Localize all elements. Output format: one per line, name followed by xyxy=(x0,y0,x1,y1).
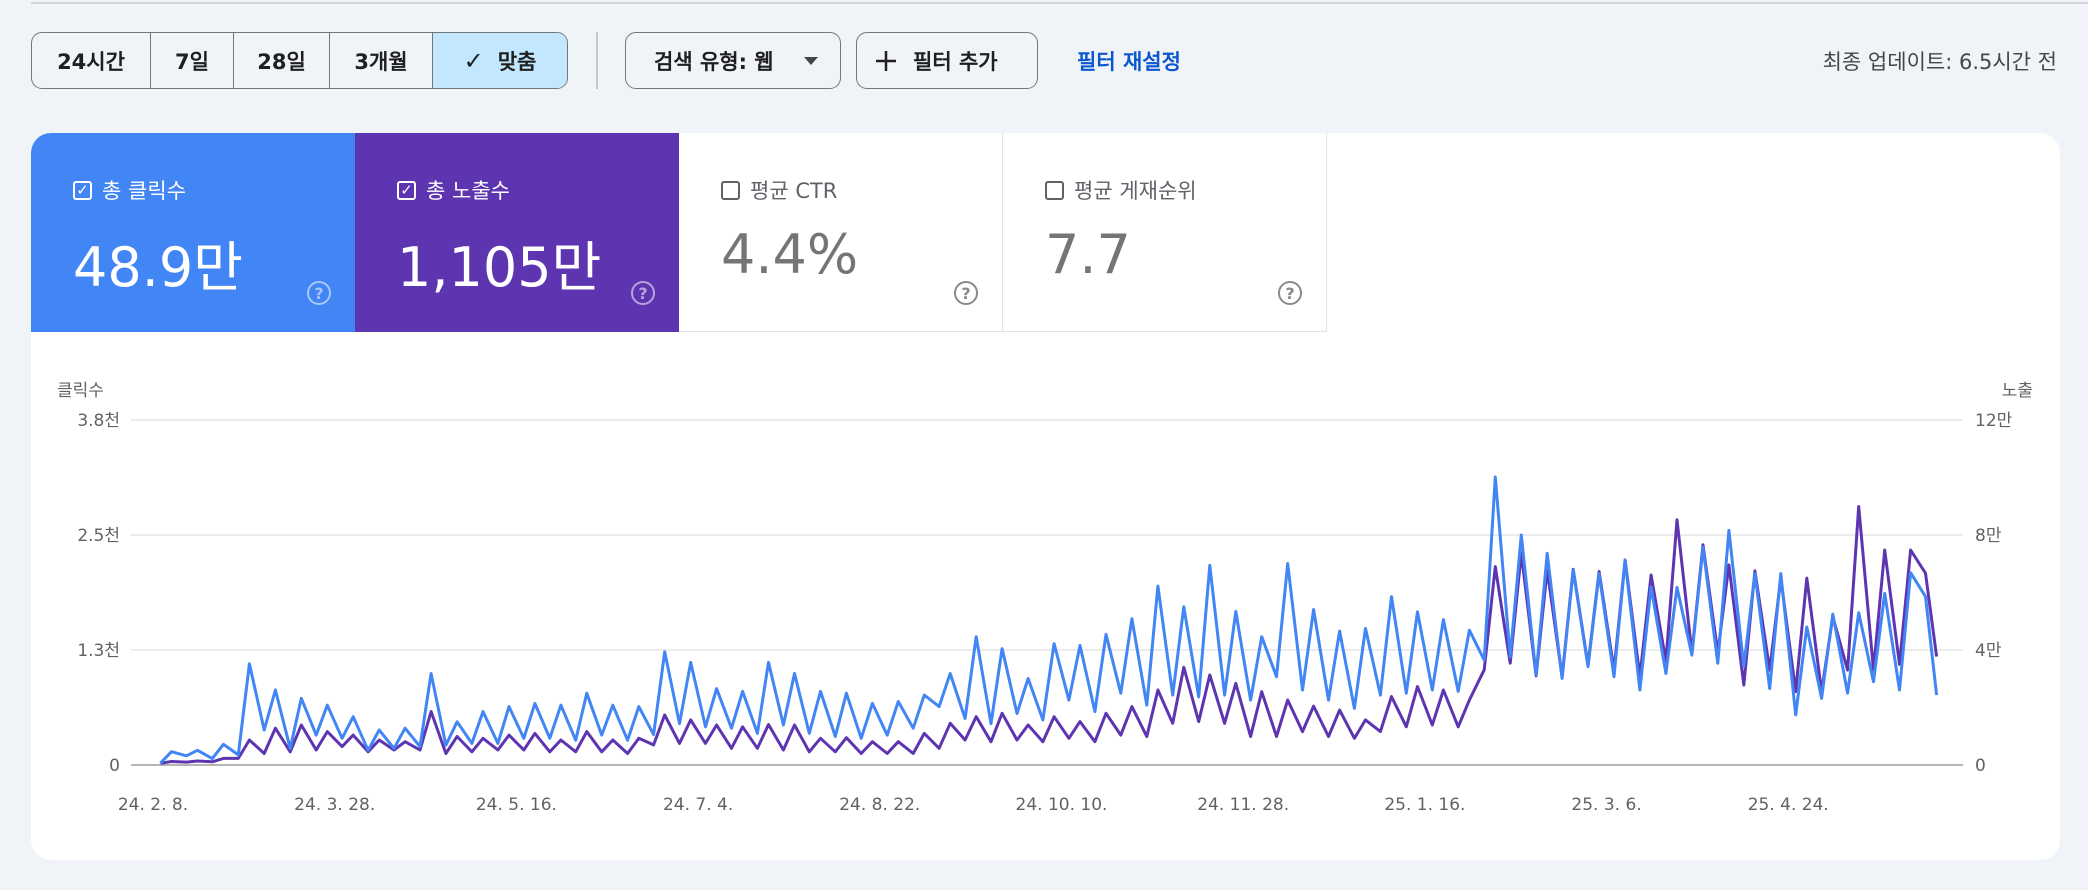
help-icon[interactable]: ? xyxy=(1278,281,1302,305)
metric-tile-ctr[interactable]: 평균 CTR 4.4% ? xyxy=(679,133,1003,332)
checkbox-checked-icon[interactable]: ✓ xyxy=(73,180,92,200)
left-tick-label: 2.5천 xyxy=(77,526,120,546)
metric-label: 총 클릭수 xyxy=(102,179,186,203)
x-tick-label: 24. 3. 28. xyxy=(294,795,375,815)
x-tick-label: 24. 2. 8. xyxy=(118,795,188,815)
help-icon[interactable]: ? xyxy=(954,281,978,305)
metric-tile-position[interactable]: 평균 게재순위 7.7 ? xyxy=(1003,133,1327,332)
metric-value: 1,105만 xyxy=(397,236,602,299)
right-axis-title: 노출 xyxy=(2001,381,2033,401)
range-custom-label: 맞춤 xyxy=(497,49,537,74)
x-tick-label: 25. 1. 16. xyxy=(1384,795,1465,815)
add-filter-label: 필터 추가 xyxy=(913,49,998,74)
metric-label: 평균 CTR xyxy=(750,179,838,203)
search-type-label: 검색 유형: 웹 xyxy=(654,49,774,74)
range-7d-button[interactable]: 7일 xyxy=(151,33,234,88)
toolbar-divider xyxy=(596,32,598,89)
right-tick-label: 0 xyxy=(1975,756,1986,776)
left-tick-label: 0 xyxy=(109,756,120,776)
left-tick-label: 3.8천 xyxy=(77,411,120,431)
checkbox-checked-icon[interactable]: ✓ xyxy=(397,180,416,200)
top-divider xyxy=(31,2,2088,4)
metric-tile-clicks[interactable]: ✓ 총 클릭수 48.9만 ? xyxy=(31,133,355,332)
metric-label: 평균 게재순위 xyxy=(1074,179,1197,203)
x-tick-label: 24. 10. 10. xyxy=(1016,795,1108,815)
checkbox-unchecked-icon[interactable] xyxy=(721,180,740,200)
last-updated-text: 최종 업데이트: 6.5시간 전 xyxy=(1822,50,2057,74)
metric-tile-impressions[interactable]: ✓ 총 노출수 1,105만 ? xyxy=(355,133,679,332)
metric-value: 7.7 xyxy=(1045,223,1131,286)
left-tick-label: 1.3천 xyxy=(77,641,120,661)
check-icon: ✓ xyxy=(463,46,484,75)
performance-card: ✓ 총 클릭수 48.9만 ? ✓ 총 노출수 1,105만 ? 평균 CTR 4.… xyxy=(31,133,2060,860)
x-tick-label: 25. 4. 24. xyxy=(1748,795,1829,815)
right-tick-label: 4만 xyxy=(1975,641,2002,661)
metric-value: 48.9만 xyxy=(73,236,243,299)
checkbox-unchecked-icon[interactable] xyxy=(1045,180,1064,200)
range-28d-button[interactable]: 28일 xyxy=(234,33,330,88)
x-tick-label: 24. 7. 4. xyxy=(663,795,733,815)
range-custom-button[interactable]: ✓ 맞춤 xyxy=(433,33,567,88)
search-type-dropdown[interactable]: 검색 유형: 웹 xyxy=(625,32,841,89)
plus-icon xyxy=(876,50,896,71)
add-filter-button[interactable]: 필터 추가 xyxy=(856,32,1038,89)
caret-down-icon xyxy=(804,57,818,65)
range-3m-button[interactable]: 3개월 xyxy=(330,33,433,88)
metric-value: 4.4% xyxy=(721,223,859,286)
left-axis-title: 클릭수 xyxy=(57,381,104,401)
right-tick-label: 12만 xyxy=(1975,411,2013,431)
range-24h-button[interactable]: 24시간 xyxy=(32,33,151,88)
x-tick-label: 24. 5. 16. xyxy=(476,795,557,815)
right-tick-label: 8만 xyxy=(1975,526,2002,546)
x-tick-label: 25. 3. 6. xyxy=(1571,795,1641,815)
help-icon[interactable]: ? xyxy=(307,281,331,305)
x-tick-label: 24. 8. 22. xyxy=(839,795,920,815)
help-icon[interactable]: ? xyxy=(631,281,655,305)
clicks-series-line xyxy=(159,475,1939,765)
metric-label: 총 노출수 xyxy=(426,179,510,203)
reset-filter-link[interactable]: 필터 재설정 xyxy=(1077,50,1181,74)
date-range-selector: 24시간 7일 28일 3개월 ✓ 맞춤 xyxy=(31,32,568,89)
x-tick-label: 24. 11. 28. xyxy=(1197,795,1289,815)
